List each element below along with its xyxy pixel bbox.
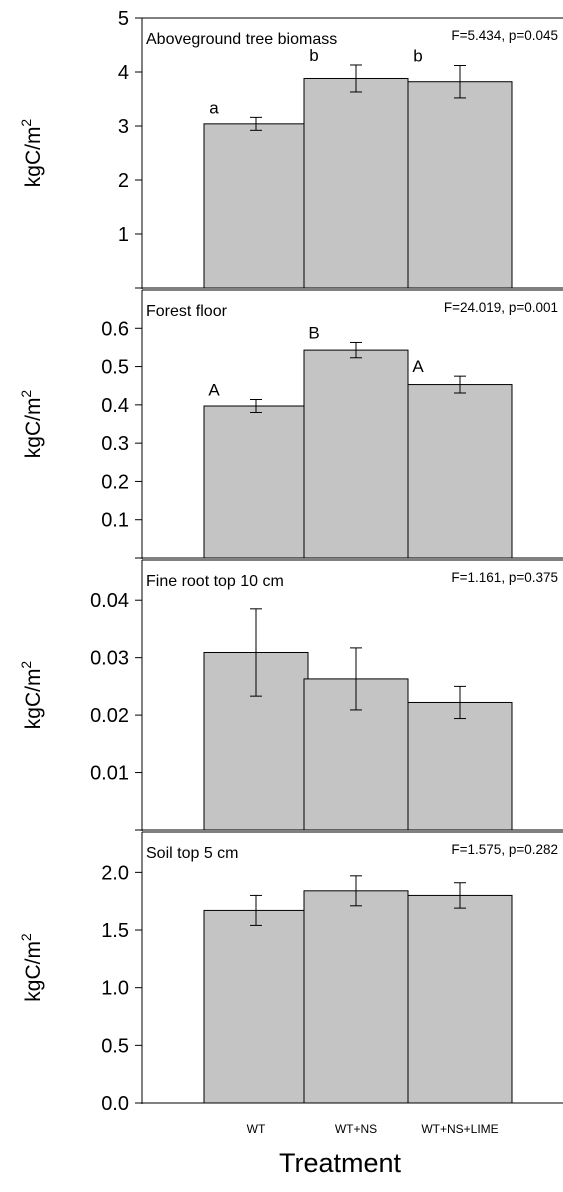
y-axis-label: kgC/m2 [18, 119, 45, 188]
y-tick-label: 0.03 [90, 648, 129, 670]
y-axis-label-superscript: 2 [18, 390, 34, 398]
significance-letter: A [208, 380, 220, 399]
y-axis-label: kgC/m2 [18, 661, 45, 730]
panel-3: 0.01 0.02 0.03 0.04 kgC/m2 Fine root top 10 c… [18, 559, 563, 831]
y-tick-label: 0.3 [101, 433, 129, 455]
y-tick-label: 0.02 [90, 705, 129, 727]
y-tick-label: 1 [118, 224, 129, 246]
bar-wt-ns-lime [407, 894, 513, 1104]
x-tick-label: WT+NS+LIME [421, 1122, 498, 1136]
panel-title: Aboveground tree biomass [146, 31, 337, 48]
y-axis-label-base: kgC/m [22, 669, 45, 730]
y-axis-label: kgC/m2 [18, 933, 45, 1002]
significance-letter: b [413, 47, 422, 66]
y-axis-label-superscript: 2 [18, 661, 34, 669]
x-tick-label: WT+NS [335, 1122, 377, 1136]
y-axis-label-superscript: 2 [18, 119, 34, 127]
y-tick-label: 0.01 [90, 763, 129, 785]
bar-wt-ns-lime [407, 384, 513, 559]
y-tick-label: 1.0 [101, 978, 129, 1000]
x-tick-label: WT [247, 1122, 266, 1136]
y-tick-label: 2 [118, 170, 129, 192]
panel-title: Soil top 5 cm [146, 845, 238, 862]
y-tick-label: 5 [118, 8, 129, 30]
significance-letter: a [209, 98, 219, 117]
y-tick-label: 1.5 [101, 920, 129, 942]
significance-letter: B [308, 323, 319, 342]
error-bar [350, 341, 362, 359]
error-bar [350, 647, 362, 711]
y-tick-label: 0.1 [101, 510, 129, 532]
panel-stats: F=24.019, p=0.001 [444, 300, 558, 315]
y-tick-label: 0.2 [101, 471, 129, 493]
bar-wt-ns [303, 890, 409, 1104]
bar-wt-ns-lime [407, 81, 513, 289]
y-tick-label: 2.0 [101, 862, 129, 884]
panel-stats: F=5.434, p=0.045 [451, 28, 558, 43]
y-axis-label: kgC/m2 [18, 390, 45, 459]
error-bar [250, 398, 262, 414]
y-axis-label-base: kgC/m [22, 398, 45, 459]
y-tick-label: 0.5 [101, 357, 129, 379]
y-tick-label: 0.6 [101, 318, 129, 340]
bar-wt-ns [303, 349, 409, 559]
error-bar [350, 64, 362, 93]
panel-title: Forest floor [146, 303, 228, 320]
error-bar [454, 375, 466, 394]
y-tick-label: 0.04 [90, 590, 129, 612]
error-bar [250, 116, 262, 131]
error-bar [454, 685, 466, 720]
y-tick-label: 0.4 [101, 395, 129, 417]
panel-stats: F=1.161, p=0.375 [451, 570, 558, 585]
y-axis-label-base: kgC/m [22, 941, 45, 1002]
bar-wt [203, 405, 309, 559]
y-axis-label-superscript: 2 [18, 933, 34, 941]
panel-2: A B A 0.1 0.2 0.3 0.4 0.5 0.6 kgC/m2 Forest floor F… [18, 289, 563, 559]
bar-wt-ns-lime [407, 701, 513, 831]
x-axis-label: Treatment [279, 1148, 402, 1178]
panel-stats: F=1.575, p=0.282 [451, 842, 558, 857]
y-tick-label: 4 [118, 62, 129, 84]
panel-4: 0.0 0.5 1.0 1.5 2.0 kgC/m2 Soil top 5 cm F=1.57… [18, 831, 563, 1136]
error-bar [250, 608, 262, 697]
significance-letter: A [412, 357, 424, 376]
y-tick-label: 0.0 [101, 1093, 129, 1115]
bar-wt [203, 909, 309, 1104]
error-bar [350, 875, 362, 907]
bar-wt [203, 123, 309, 289]
panel-title: Fine root top 10 cm [146, 573, 284, 590]
y-tick-label: 0.5 [101, 1035, 129, 1057]
error-bar [454, 882, 466, 909]
y-axis-label-base: kgC/m [22, 127, 45, 188]
significance-letter: b [309, 46, 318, 65]
bar-wt-ns [303, 77, 409, 289]
y-tick-label: 3 [118, 116, 129, 138]
error-bar [454, 65, 466, 99]
error-bar [250, 894, 262, 926]
